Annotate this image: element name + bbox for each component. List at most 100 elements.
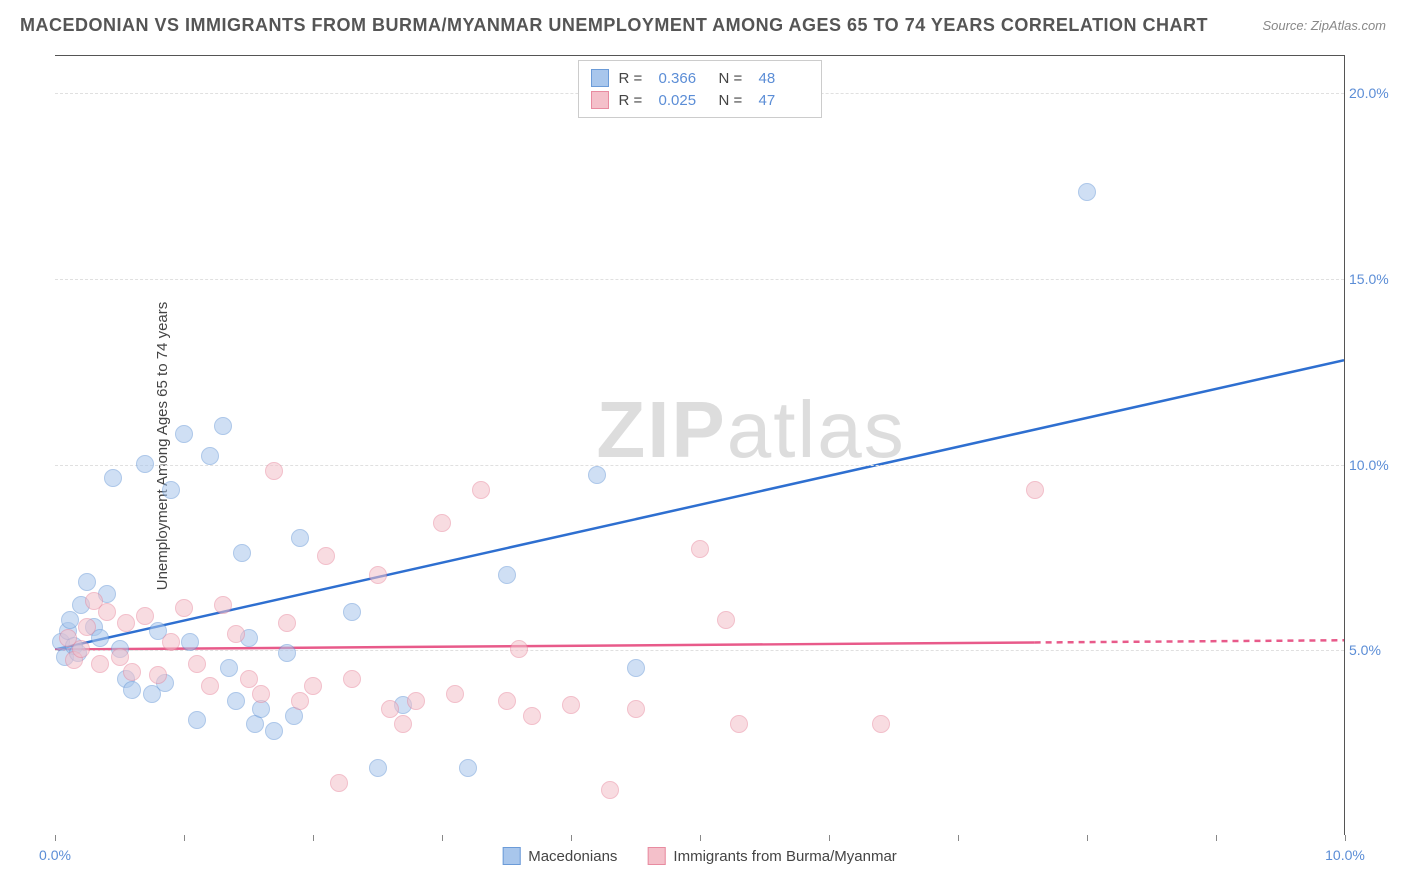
x-tick-mark <box>1087 835 1088 841</box>
scatter-point <box>214 417 232 435</box>
chart-title: MACEDONIAN VS IMMIGRANTS FROM BURMA/MYAN… <box>20 15 1208 36</box>
scatter-point <box>240 670 258 688</box>
scatter-point <box>407 692 425 710</box>
scatter-point <box>291 692 309 710</box>
legend-swatch <box>591 91 609 109</box>
scatter-point <box>1026 481 1044 499</box>
scatter-point <box>175 425 193 443</box>
gridline <box>55 650 1344 651</box>
scatter-point <box>265 462 283 480</box>
legend-stat-row: R =0.025N =47 <box>591 89 809 111</box>
scatter-point <box>111 648 129 666</box>
plot-area: ZIPatlas 5.0%10.0%15.0%20.0%0.0%10.0% R … <box>55 55 1345 835</box>
scatter-point <box>278 614 296 632</box>
scatter-point <box>201 677 219 695</box>
x-tick-mark <box>1216 835 1217 841</box>
legend-series: Macedonians Immigrants from Burma/Myanmar <box>502 847 897 865</box>
x-tick-mark <box>829 835 830 841</box>
scatter-point <box>343 603 361 621</box>
scatter-point <box>627 659 645 677</box>
scatter-point <box>588 466 606 484</box>
scatter-point <box>498 566 516 584</box>
x-tick-mark <box>313 835 314 841</box>
x-tick-mark <box>442 835 443 841</box>
scatter-point <box>433 514 451 532</box>
legend-label: Immigrants from Burma/Myanmar <box>673 848 896 865</box>
scatter-point <box>136 607 154 625</box>
scatter-point <box>220 659 238 677</box>
scatter-point <box>691 540 709 558</box>
scatter-point <box>162 633 180 651</box>
scatter-point <box>717 611 735 629</box>
scatter-point <box>510 640 528 658</box>
scatter-point <box>265 722 283 740</box>
scatter-point <box>233 544 251 562</box>
n-label: N = <box>719 70 749 87</box>
scatter-point <box>330 774 348 792</box>
scatter-point <box>123 663 141 681</box>
scatter-point <box>459 759 477 777</box>
scatter-point <box>252 685 270 703</box>
scatter-point <box>78 618 96 636</box>
scatter-point <box>872 715 890 733</box>
scatter-point <box>98 603 116 621</box>
scatter-point <box>188 711 206 729</box>
y-tick-label: 10.0% <box>1349 457 1399 473</box>
legend-series-item: Macedonians <box>502 847 617 865</box>
scatter-point <box>181 633 199 651</box>
scatter-point <box>394 715 412 733</box>
scatter-point <box>343 670 361 688</box>
scatter-point <box>201 447 219 465</box>
x-tick-mark <box>55 835 56 841</box>
scatter-point <box>627 700 645 718</box>
x-tick-mark <box>571 835 572 841</box>
scatter-point <box>188 655 206 673</box>
scatter-point <box>472 481 490 499</box>
scatter-point <box>446 685 464 703</box>
r-label: R = <box>619 92 649 109</box>
r-value: 0.025 <box>659 92 709 109</box>
x-tick-label: 10.0% <box>1325 847 1365 863</box>
n-label: N = <box>719 92 749 109</box>
legend-swatch <box>502 847 520 865</box>
legend-series-item: Immigrants from Burma/Myanmar <box>647 847 896 865</box>
scatter-point <box>601 781 619 799</box>
scatter-point <box>162 481 180 499</box>
x-tick-label: 0.0% <box>39 847 71 863</box>
y-tick-label: 15.0% <box>1349 271 1399 287</box>
scatter-point <box>214 596 232 614</box>
scatter-point <box>175 599 193 617</box>
scatter-point <box>369 566 387 584</box>
scatter-point <box>227 692 245 710</box>
scatter-point <box>149 666 167 684</box>
scatter-point <box>1078 183 1096 201</box>
gridline <box>55 465 1344 466</box>
r-value: 0.366 <box>659 70 709 87</box>
chart-source: Source: ZipAtlas.com <box>1262 18 1386 33</box>
scatter-point <box>498 692 516 710</box>
scatter-point <box>227 625 245 643</box>
scatter-point <box>72 640 90 658</box>
scatter-point <box>317 547 335 565</box>
legend-stats: R =0.366N =48R =0.025N =47 <box>578 60 822 118</box>
legend-swatch <box>647 847 665 865</box>
scatter-point <box>123 681 141 699</box>
x-tick-mark <box>1345 835 1346 841</box>
legend-swatch <box>591 69 609 87</box>
scatter-point <box>369 759 387 777</box>
y-tick-label: 5.0% <box>1349 642 1399 658</box>
plot-inner: ZIPatlas 5.0%10.0%15.0%20.0%0.0%10.0% <box>55 56 1344 835</box>
legend-stat-row: R = 0.366 N = 48 <box>591 67 809 89</box>
gridline <box>55 279 1344 280</box>
r-label: R = <box>619 70 649 87</box>
watermark: ZIPatlas <box>596 384 905 476</box>
legend-label: Macedonians <box>528 848 617 865</box>
scatter-point <box>278 644 296 662</box>
scatter-point <box>381 700 399 718</box>
scatter-point <box>61 611 79 629</box>
x-tick-mark <box>700 835 701 841</box>
n-value: 48 <box>759 70 809 87</box>
scatter-point <box>730 715 748 733</box>
scatter-point <box>78 573 96 591</box>
scatter-point <box>91 655 109 673</box>
